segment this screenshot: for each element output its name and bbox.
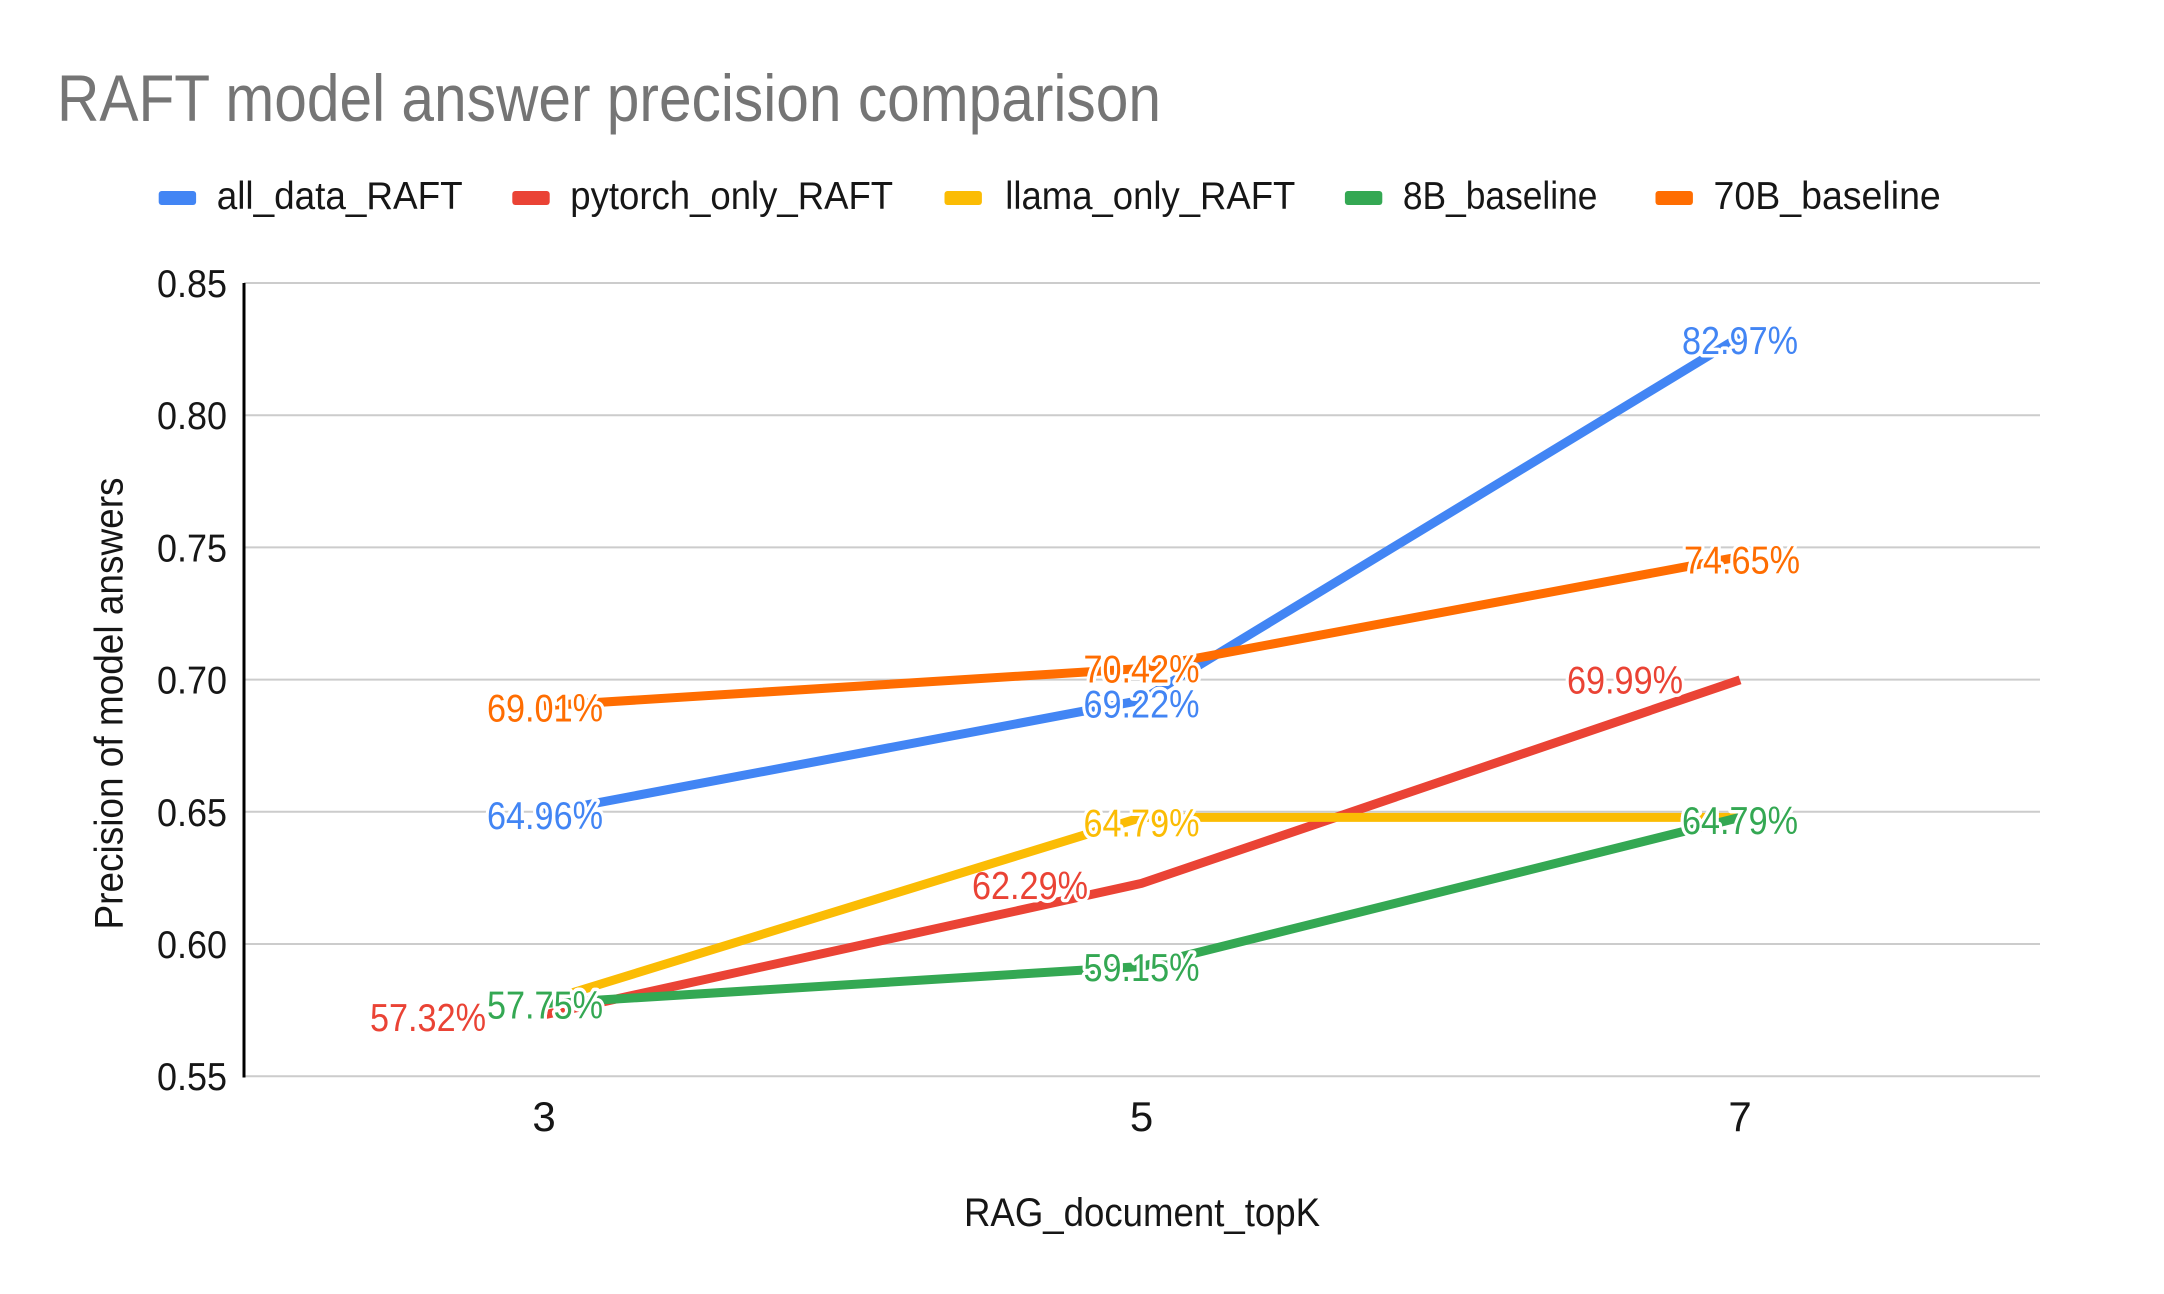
svg-text:8B_baseline: 8B_baseline [1403,175,1598,218]
svg-text:0.80: 0.80 [157,395,227,438]
svg-text:pytorch_only_RAFT: pytorch_only_RAFT [570,175,893,218]
svg-text:69.22%: 69.22% [1084,684,1200,727]
svg-text:0.65: 0.65 [157,792,227,835]
svg-text:0.55: 0.55 [157,1056,227,1099]
svg-text:69.99%: 69.99% [1567,660,1683,703]
svg-text:57.75%: 57.75% [487,985,603,1028]
svg-text:0.70: 0.70 [157,660,227,703]
svg-text:3: 3 [532,1093,555,1140]
svg-text:70.42%: 70.42% [1084,649,1200,692]
svg-text:Precision of model answers: Precision of model answers [88,478,132,930]
svg-text:0.75: 0.75 [157,527,227,570]
svg-text:62.29%: 62.29% [972,865,1088,908]
svg-text:57.32%: 57.32% [370,997,486,1040]
svg-text:64.79%: 64.79% [1682,800,1798,843]
svg-text:64.96%: 64.96% [487,795,603,838]
svg-text:llama_only_RAFT: llama_only_RAFT [1005,175,1295,218]
svg-text:69.01%: 69.01% [487,687,603,730]
svg-text:RAG_document_topK: RAG_document_topK [964,1191,1320,1235]
svg-text:5: 5 [1130,1093,1153,1140]
svg-text:0.60: 0.60 [157,924,227,967]
svg-text:74.65%: 74.65% [1684,540,1800,583]
svg-text:7: 7 [1728,1093,1751,1140]
svg-text:all_data_RAFT: all_data_RAFT [217,175,463,218]
svg-text:64.79%: 64.79% [1084,803,1200,846]
svg-text:59.15%: 59.15% [1084,947,1200,990]
svg-text:82.97%: 82.97% [1682,320,1798,363]
svg-text:RAFT model answer precision co: RAFT model answer precision comparison [57,61,1161,135]
svg-text:0.85: 0.85 [157,263,227,306]
svg-text:70B_baseline: 70B_baseline [1714,175,1941,218]
